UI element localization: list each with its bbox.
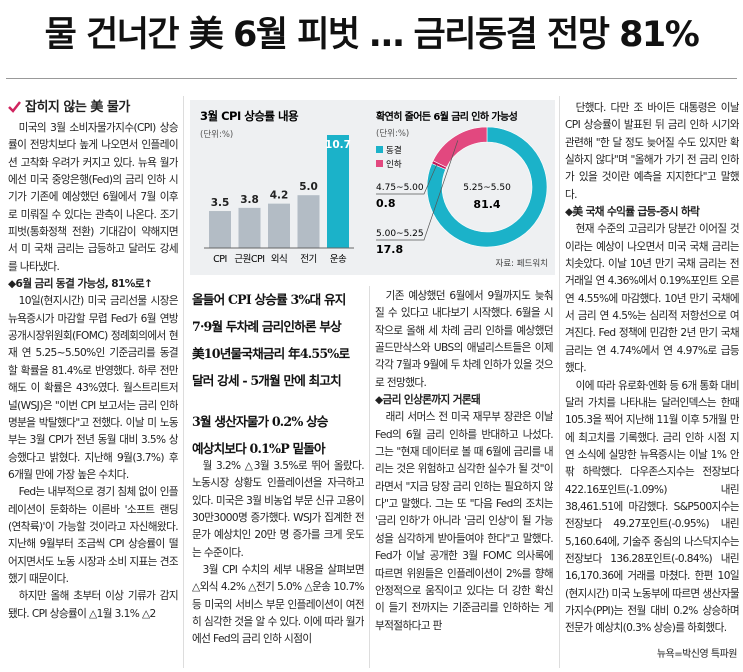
paragraph: 단했다. 다만 조 바이든 대통령은 이날 CPI 상승률이 발표된 뒤 금리 …	[565, 102, 739, 201]
sub-headline: 올들어 CPI 상승률 3%대 유지	[192, 292, 346, 307]
legend-label: 인하	[386, 159, 402, 170]
sub-headline: 美10년물국채금리 年4.55%로	[192, 346, 350, 361]
leader-line	[376, 164, 438, 195]
value-label: 5.0	[299, 181, 318, 193]
paragraph: 현재 수준의 고금리가 당분간 이어질 것이라는 예상이 나오면서 미국 국채 …	[565, 223, 739, 375]
donut-segment	[426, 126, 548, 248]
byline: 뉴욕=박신영 특파원	[656, 649, 738, 660]
chart-title: 확연히 줄어든 6월 금리 인하 가능성	[376, 110, 518, 123]
paragraph: 월 3.2% △3월 3.5%로 뛰어 올랐다. 노동시장 상황도 인플레이션을…	[192, 460, 364, 559]
column-rule	[559, 96, 560, 668]
paragraph: 10일(현지시간) 미국 금리선물 시장은 뉴욕증시가 마감할 무렵 Fed가 …	[8, 295, 178, 481]
segment-value: 0.8	[376, 197, 396, 210]
charts: 3월 CPI 상승률 내용 (단위:%) 3.5 CPI 3.8 근원CPI 4.2 외식 5.…	[200, 109, 549, 269]
chart-title: 3월 CPI 상승률 내용	[200, 109, 299, 123]
unit: (단위:%)	[200, 129, 233, 140]
chart-panel: 3월 CPI 상승률 내용 (단위:%) 3.5 CPI 3.8 근원CPI 4.2 외식 5.…	[190, 100, 555, 275]
column: 기존 예상했던 6월에서 9월까지도 늦춰질 수 있다고 내다보기 시작했다. …	[375, 288, 553, 668]
column-rule	[369, 286, 370, 668]
subhead: 잡히지 않는 美 물가	[25, 100, 130, 115]
divider	[6, 78, 737, 79]
bar	[268, 203, 290, 248]
sub-headline: 예상치보다 0.1%P 밑돌아	[192, 441, 326, 456]
leader-line	[376, 140, 459, 241]
spacer	[192, 394, 364, 408]
sub-headline: 3월 생산자물가 0.2% 상승	[192, 414, 328, 429]
section-heading: ◆금리 인상론까지 거론돼	[375, 394, 481, 407]
column: 미국의 3월 소비자물가지수(CPI) 상승률이 전망치보다 높게 나오면서 인…	[8, 120, 178, 668]
sub-headlines: 올들어 CPI 상승률 3%대 유지 7·9월 두차례 금리인하론 부상 美10년물…	[192, 286, 364, 462]
legend-swatch	[376, 146, 383, 153]
segment-category: 5.25~5.50	[463, 183, 511, 193]
paragraph: 기존 예상했던 6월에서 9월까지도 늦춰질 수 있다고 내다보기 시작했다. …	[375, 290, 553, 389]
headline: 물 건너간 美 6월 피벗 … 금리동결 전망 81%	[44, 15, 700, 55]
unit: (단위:%)	[376, 128, 409, 139]
category-label: 운송	[330, 254, 347, 265]
paragraph: 래리 서머스 전 미국 재무부 장관은 이날 Fed의 6월 금리 인하를 반대…	[375, 411, 553, 632]
section-head: 잡히지 않는 美 물가	[8, 96, 130, 115]
column-rule	[183, 96, 184, 668]
check-icon	[8, 101, 21, 113]
paragraph: 미국의 3월 소비자물가지수(CPI) 상승률이 전망치보다 높게 나오면서 인…	[8, 122, 178, 273]
segment-value: 81.4	[473, 198, 500, 211]
paragraph: Fed는 내부적으로 경기 침체 없이 인플레이션이 둔화하는 이른바 '소프트…	[8, 486, 178, 585]
segment-category: 5.00~5.25	[376, 229, 424, 239]
donut-segment	[432, 126, 488, 168]
source: 자료: 페드워치	[496, 258, 549, 269]
segment-category: 4.75~5.00	[376, 183, 424, 193]
category-label: 전기	[300, 254, 316, 265]
value-label: 4.2	[270, 190, 289, 202]
section-heading: ◆6월 금리 동결 가능성, 81%로↑	[8, 278, 153, 291]
legend-label: 동결	[386, 145, 402, 156]
section-heading: ◆美 국채 수익률 급등-증시 하락	[565, 206, 700, 219]
column: 월 3.2% △3월 3.5%로 뛰어 올랐다. 노동시장 상황도 인플레이션을…	[192, 458, 364, 668]
paragraph: 3월 CPI 수치의 세부 내용을 살펴보면 △외식 4.2% △전기 5.0%…	[192, 564, 364, 646]
paragraph: 이에 따라 유로화·엔화 등 6개 통화 대비 달러 가치를 나타내는 달러인덱…	[565, 379, 739, 635]
value-label: 10.7	[325, 139, 351, 151]
segment-value: 17.8	[376, 243, 403, 256]
column: 단했다. 다만 조 바이든 대통령은 이날 CPI 상승률이 발표된 뒤 금리 …	[565, 100, 739, 645]
legend-swatch	[376, 160, 383, 167]
sub-headline: 7·9월 두차례 금리인하론 부상	[192, 319, 342, 334]
category-label: 외식	[271, 253, 287, 265]
paragraph: 하지만 올해 초부터 이상 기류가 감지됐다. CPI 상승률이 △1월 3.1…	[8, 590, 178, 620]
bar	[209, 211, 231, 248]
value-label: 3.8	[240, 194, 259, 206]
category-label: 근원CPI	[234, 254, 264, 265]
category-label: CPI	[213, 254, 227, 265]
sub-headline: 달러 강세 - 5개월 만에 최고치	[192, 373, 342, 388]
bar	[327, 135, 349, 248]
bar	[238, 207, 261, 248]
bar	[297, 195, 320, 248]
value-label: 3.5	[211, 197, 230, 209]
